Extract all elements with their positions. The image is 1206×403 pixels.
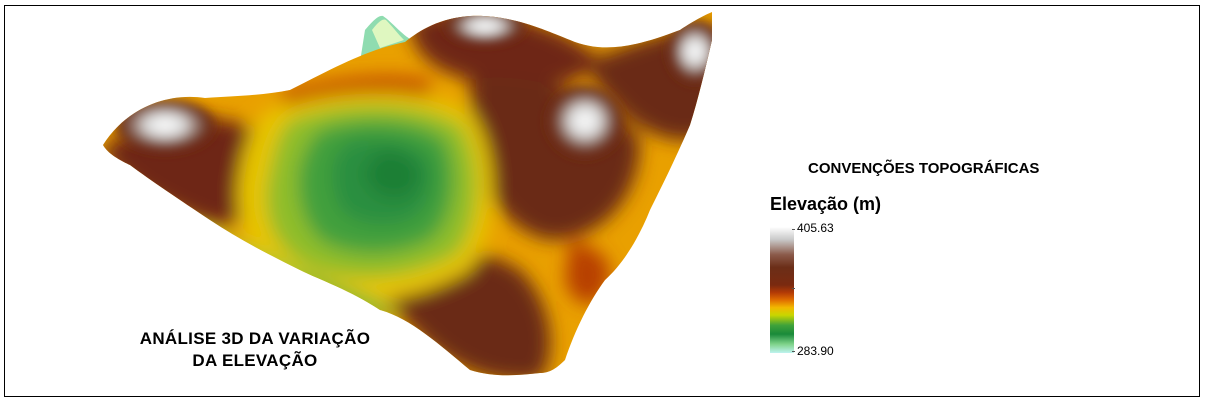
legend-tick-min <box>792 351 795 352</box>
legend-title: Elevação (m) <box>770 194 882 214</box>
legend-min-value: 283.90 <box>797 344 834 358</box>
map-title-line-1: ANÁLISE 3D DA VARIAÇÃO <box>139 329 371 348</box>
elevation-color-ramp <box>770 227 794 353</box>
legend-heading: CONVENÇÕES TOPOGRÁFICAS <box>808 160 1040 177</box>
map-title: ANÁLISE 3D DA VARIAÇÃO DA ELEVAÇÃO <box>100 328 410 372</box>
map-title-line-2: DA ELEVAÇÃO <box>192 351 318 370</box>
legend-max-value: 405.63 <box>797 221 834 235</box>
legend-tick-max <box>792 229 795 230</box>
legend-tick-mid <box>792 288 795 289</box>
